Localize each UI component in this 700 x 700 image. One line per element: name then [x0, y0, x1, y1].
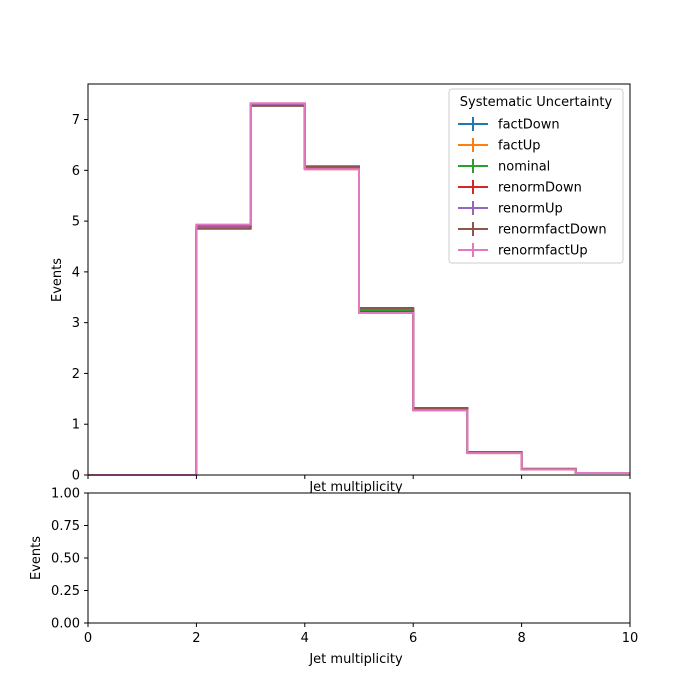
bottom-x-ticks: 0 2 4 6 8 10 — [84, 623, 638, 646]
top-y-tick-label: 3 — [72, 316, 80, 331]
bottom-y-tick-label: 0.50 — [51, 552, 80, 567]
legend-item-renormUp: renormUp — [458, 201, 563, 217]
top-plot-frame — [87, 83, 631, 476]
top-y-tick-label: 1 — [72, 418, 80, 433]
top-y-tick-label: 4 — [72, 265, 80, 280]
bottom-x-tick-label: 10 — [622, 631, 639, 646]
top-y-axis-label: Events — [50, 258, 65, 302]
bottom-x-tick-label: 2 — [192, 631, 200, 646]
legend-label: renormUp — [498, 202, 563, 217]
bottom-plot-area — [88, 493, 630, 623]
legend-item-renormfactDown: renormfactDown — [458, 222, 607, 238]
legend-item-factUp: factUp — [458, 138, 541, 154]
bottom-y-tick-label: 0.00 — [51, 617, 80, 632]
legend-box — [448, 88, 624, 264]
bottom-x-axis-label: Jet multiplicity — [308, 652, 403, 667]
top-x-ticks — [87, 475, 631, 479]
bottom-y-tick-label: 0.25 — [51, 584, 80, 599]
legend-label: renormfactDown — [498, 223, 607, 238]
top-y-tick-label: 6 — [72, 164, 80, 179]
bottom-x-tick-label: 6 — [409, 631, 417, 646]
legend-item-nominal: nominal — [458, 159, 550, 175]
legend-items: factDown factUp nominal renormDown renormUp r… — [458, 117, 607, 259]
legend-title: Systematic Uncertainty — [460, 95, 613, 110]
legend-item-renormfactUp: renormfactUp — [458, 243, 588, 259]
top-y-tick-label: 7 — [72, 113, 80, 128]
legend-item-renormDown: renormDown — [458, 180, 582, 196]
bottom-y-ticks: 0.00 0.25 0.50 0.75 1.00 — [51, 487, 88, 632]
legend: Systematic Uncertainty factDown factUp nom… — [448, 88, 624, 264]
legend-label: renormfactUp — [498, 244, 588, 259]
bottom-x-tick-label: 4 — [301, 631, 309, 646]
legend-label: factDown — [498, 118, 560, 133]
bottom-y-axis-label: Events — [29, 536, 44, 580]
top-y-tick-label: 0 — [72, 469, 80, 484]
top-y-ticks: 0 1 2 3 4 5 6 7 — [72, 113, 88, 484]
bottom-x-tick-label: 8 — [517, 631, 525, 646]
top-y-tick-label: 5 — [72, 215, 80, 230]
legend-label: factUp — [498, 139, 541, 154]
top-series-group — [88, 102, 630, 476]
top-y-tick-label: 2 — [72, 367, 80, 382]
legend-label: nominal — [498, 160, 550, 175]
bottom-y-tick-label: 0.75 — [51, 519, 80, 534]
legend-item-factDown: factDown — [458, 117, 560, 133]
series-line-renormfactUp — [88, 102, 630, 476]
legend-label: renormDown — [498, 181, 582, 196]
bottom-x-tick-label: 0 — [84, 631, 92, 646]
top-x-axis-label: Jet multiplicity — [308, 480, 403, 495]
bottom-y-tick-label: 1.00 — [51, 487, 80, 502]
bottom-panel: 0.00 0.25 0.50 0.75 1.00 0 2 4 6 8 10 Jet multipl… — [29, 487, 638, 668]
